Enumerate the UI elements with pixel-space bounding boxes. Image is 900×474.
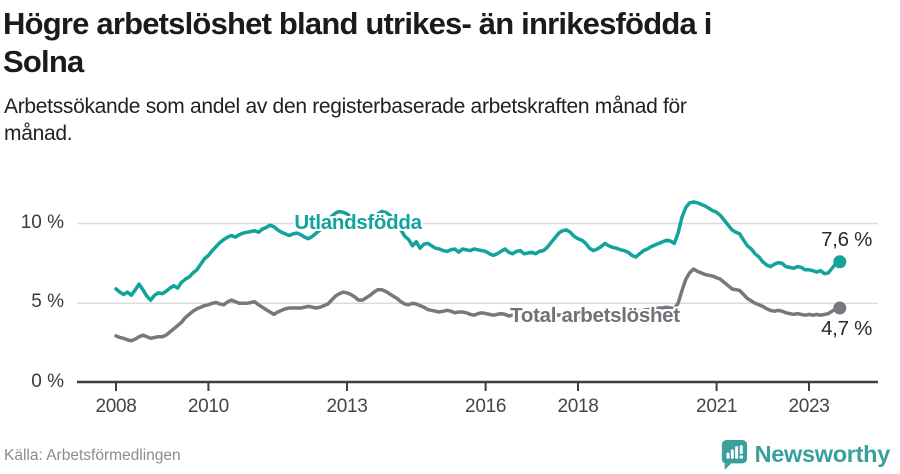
newsworthy-logo: Newsworthy (720, 439, 890, 470)
newsworthy-bubble-chart-icon (721, 440, 747, 470)
x-axis-tick-label: 2023 (788, 396, 830, 417)
end-value-label-utlandsfodda: 7,6 % (821, 228, 872, 251)
series-label-total-arbetsloshet: Total arbetslöshet (510, 304, 680, 327)
page-title: Högre arbetslöshet bland utrikes- än inr… (3, 5, 871, 81)
page-title-line2: Solna (3, 44, 84, 79)
y-axis-tick-label: 10 % (20, 211, 64, 233)
series-line (114, 200, 842, 302)
series-label-utlandsfodda: Utlandsfödda (294, 211, 422, 234)
newsworthy-wordmark: Newsworthy (754, 441, 891, 467)
page-subtitle-line2: månad. (4, 122, 73, 145)
end-value-label-total: 4,7 % (821, 317, 872, 340)
x-axis-tick-label: 2021 (696, 396, 738, 417)
y-axis-tick-label: 5 % (31, 291, 64, 313)
series-line (114, 267, 842, 343)
x-axis-tick-label: 2016 (465, 396, 507, 417)
x-axis-tick-label: 2010 (187, 396, 229, 417)
source-note: Källa: Arbetsförmedlingen (4, 447, 181, 464)
x-axis-tick-label: 2013 (326, 396, 368, 417)
page-subtitle-line1: Arbetssökande som andel av den registerb… (4, 95, 687, 118)
page-subtitle: Arbetssökande som andel av den registerb… (4, 93, 804, 147)
page-title-line1: Högre arbetslöshet bland utrikes- än inr… (3, 6, 712, 41)
x-axis-tick-label: 2018 (557, 396, 599, 417)
series-end-dot (833, 255, 847, 269)
series-end-dot (833, 301, 847, 315)
x-axis-tick-label: 2008 (95, 396, 137, 417)
y-axis-tick-label: 0 % (31, 371, 64, 392)
